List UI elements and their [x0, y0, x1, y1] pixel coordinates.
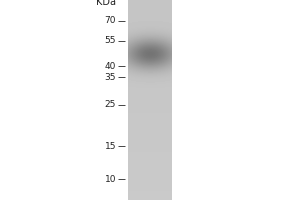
Text: KDa: KDa — [96, 0, 116, 7]
Text: 35: 35 — [104, 73, 116, 82]
Text: 70: 70 — [104, 16, 116, 25]
Text: 40: 40 — [105, 62, 116, 71]
Text: 10: 10 — [104, 175, 116, 184]
Text: 15: 15 — [104, 142, 116, 151]
Text: 55: 55 — [104, 36, 116, 45]
Text: 25: 25 — [105, 100, 116, 109]
